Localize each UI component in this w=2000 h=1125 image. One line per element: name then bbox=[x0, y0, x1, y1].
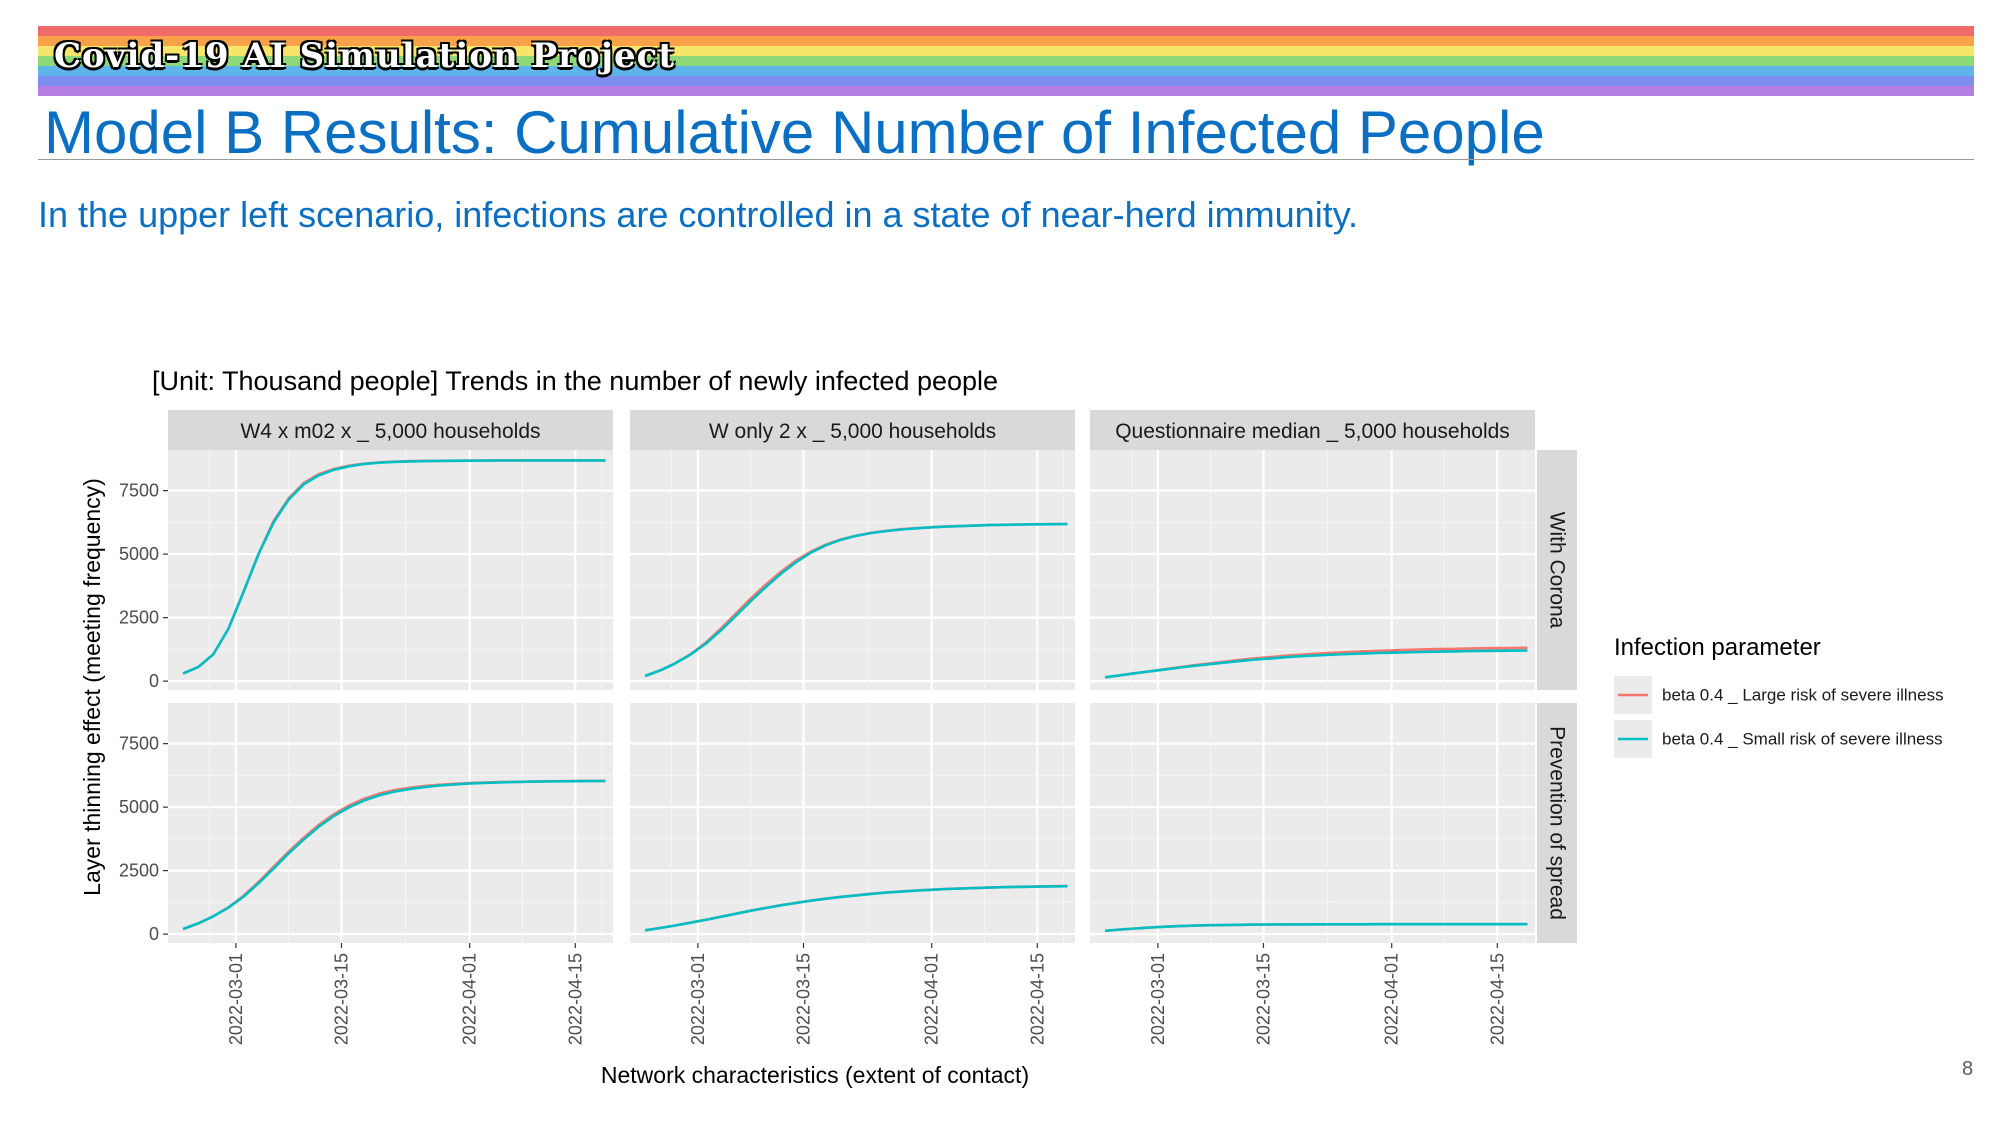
legend-entry-label: beta 0.4 _ Large risk of severe illness bbox=[1662, 686, 1944, 705]
panel-background bbox=[630, 450, 1075, 690]
series-line bbox=[182, 779, 606, 931]
chart-title: [Unit: Thousand people] Trends in the nu… bbox=[152, 366, 998, 396]
x-tick-label: 2022-04-15 bbox=[1487, 953, 1507, 1045]
series-line bbox=[644, 522, 1068, 678]
page-number: 8 bbox=[1962, 1058, 1974, 1080]
banner-stripe-2 bbox=[38, 36, 1974, 46]
facet-strip-top bbox=[168, 410, 613, 450]
x-tick-label: 2022-03-01 bbox=[1148, 953, 1168, 1045]
x-tick-label: 2022-03-01 bbox=[688, 953, 708, 1045]
page-subtitle: In the upper left scenario, infections a… bbox=[38, 194, 1359, 235]
facet-strip-top bbox=[630, 410, 1075, 450]
x-tick-label: 2022-04-01 bbox=[460, 953, 480, 1045]
x-tick-label: 2022-03-15 bbox=[1253, 953, 1273, 1045]
facet-column-label: W only 2 x _ 5,000 households bbox=[709, 420, 996, 443]
y-tick-label: 7500 bbox=[119, 481, 159, 501]
banner-stripe-4 bbox=[38, 56, 1974, 66]
y-tick-label: 7500 bbox=[119, 734, 159, 754]
x-axis-label: Network characteristics (extent of conta… bbox=[601, 1062, 1029, 1088]
y-tick-label: 2500 bbox=[119, 861, 159, 881]
title-divider bbox=[38, 159, 1974, 160]
banner-stripe-3 bbox=[38, 46, 1974, 56]
x-tick-label: 2022-03-01 bbox=[226, 953, 246, 1045]
y-tick-label: 5000 bbox=[119, 544, 159, 564]
series-line bbox=[182, 459, 606, 675]
facet-column-label: Questionnaire median _ 5,000 households bbox=[1115, 420, 1510, 443]
y-tick-label: 0 bbox=[149, 924, 159, 944]
panel-background bbox=[168, 703, 613, 943]
x-tick-label: 2022-04-01 bbox=[1382, 953, 1402, 1045]
y-tick-label: 2500 bbox=[119, 608, 159, 628]
legend-title: Infection parameter bbox=[1614, 634, 1821, 661]
facet-row-label: Prevention of spread bbox=[1546, 726, 1569, 920]
project-banner: Covid-19 AI Simulation Project bbox=[38, 26, 1974, 96]
panel-background bbox=[168, 450, 613, 690]
facet-strip-right bbox=[1537, 703, 1577, 943]
banner-stripe-7 bbox=[38, 86, 1974, 96]
panel-background bbox=[630, 703, 1075, 943]
banner-stripe-5 bbox=[38, 66, 1974, 76]
facet-strip-top bbox=[1090, 410, 1535, 450]
facet-strip-right bbox=[1537, 450, 1577, 690]
x-tick-label: 2022-04-01 bbox=[922, 953, 942, 1045]
series-line bbox=[644, 884, 1068, 932]
x-tick-label: 2022-03-15 bbox=[793, 953, 813, 1045]
banner-stripe-6 bbox=[38, 76, 1974, 86]
facet-column-label: W4 x m02 x _ 5,000 households bbox=[240, 420, 540, 443]
facet-row-label: With Corona bbox=[1546, 512, 1569, 629]
x-tick-label: 2022-03-15 bbox=[331, 953, 351, 1045]
legend-entry-label: beta 0.4 _ Small risk of severe illness bbox=[1662, 730, 1943, 749]
x-tick-label: 2022-04-15 bbox=[565, 953, 585, 1045]
x-tick-label: 2022-04-15 bbox=[1027, 953, 1047, 1045]
series-line bbox=[1104, 922, 1528, 933]
banner-title: Covid-19 AI Simulation Project bbox=[54, 36, 676, 76]
y-axis-label: Layer thinning effect (meeting frequency… bbox=[79, 478, 105, 896]
series-line bbox=[1104, 649, 1528, 679]
banner-stripe-1 bbox=[38, 26, 1974, 36]
page-title: Model B Results: Cumulative Number of In… bbox=[44, 99, 1545, 166]
y-tick-label: 5000 bbox=[119, 797, 159, 817]
panel-background bbox=[1090, 703, 1535, 943]
y-tick-label: 0 bbox=[149, 671, 159, 691]
